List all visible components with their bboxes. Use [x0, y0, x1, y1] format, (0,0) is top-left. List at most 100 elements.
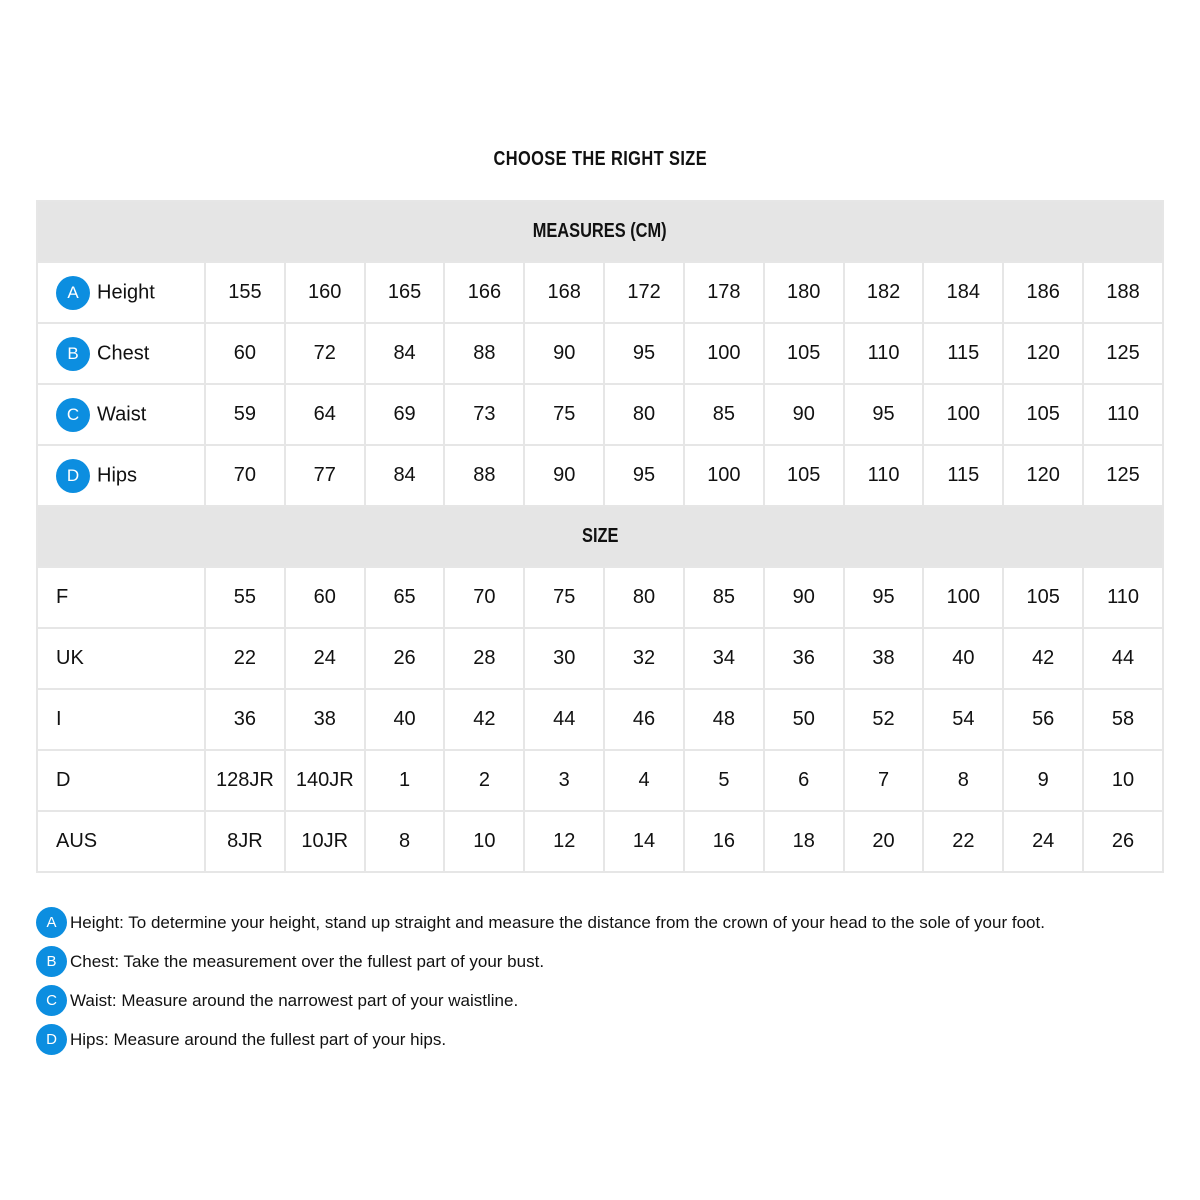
- table-cell: 70: [204, 444, 286, 507]
- row-label-text: Waist: [97, 403, 147, 425]
- note-item: B Chest: Take the measurement over the fu…: [36, 946, 1045, 985]
- row-label-text: Height: [97, 281, 155, 303]
- letter-badge-icon: A: [56, 275, 90, 310]
- table-cell: 90: [523, 322, 606, 385]
- table-cell: 48: [682, 688, 765, 751]
- table-cell: 100: [922, 383, 1005, 446]
- table-cell: 7: [842, 749, 925, 812]
- table-cell: 85: [682, 566, 765, 629]
- letter-badge-icon: C: [56, 397, 90, 432]
- table-cell: 100: [682, 322, 765, 385]
- table-cell: 14: [603, 810, 685, 873]
- table-row: D 128JR 140JR 1 2 3 4 5 6 7 8 9 10: [36, 749, 1164, 812]
- table-row: I 36 38 40 42 44 46 48 50 52 54 56 58: [36, 688, 1164, 751]
- table-row: D Hips 70 77 84 88 90 95 100 105 110 115 120 125: [36, 444, 1164, 507]
- table-cell: 8JR: [204, 810, 286, 873]
- row-label-text: F: [56, 586, 69, 609]
- table-cell: 5: [682, 749, 765, 812]
- table-cell: 105: [762, 444, 845, 507]
- note-text: Hips: Measure around the fullest part of…: [70, 1030, 447, 1049]
- table-cell: 54: [922, 688, 1005, 751]
- table-row: F 55 60 65 70 75 80 85 90 95 100 105 110: [36, 566, 1164, 629]
- table-cell: 60: [204, 322, 286, 385]
- row-label-text: D: [56, 769, 71, 792]
- table-row: A Height 155 160 165 166 168 172 178 180 182 184 186…: [36, 261, 1164, 324]
- table-row: AUS 8JR 10JR 8 10 12 14 16 18 20 22 24 26: [36, 810, 1164, 873]
- table-cell: 55: [204, 566, 286, 629]
- table-cell: 64: [283, 383, 366, 446]
- table-cell: 16: [682, 810, 765, 873]
- table-cell: 50: [762, 688, 845, 751]
- table-cell: 10JR: [283, 810, 366, 873]
- table-cell: 10: [443, 810, 526, 873]
- table-cell: 42: [1002, 627, 1085, 690]
- table-cell: 2: [443, 749, 526, 812]
- size-chart-table: MEASURES (CM) A Height 155 160 165 166 168 172 17…: [36, 200, 1164, 873]
- table-cell: 95: [842, 566, 925, 629]
- table-cell: 9: [1002, 749, 1085, 812]
- table-cell: 84: [363, 444, 446, 507]
- letter-badge-icon: A: [36, 907, 67, 938]
- table-cell: 168: [523, 261, 606, 324]
- size-row: SIZE: [36, 505, 1164, 568]
- letter-badge-icon: B: [56, 336, 90, 371]
- row-label: A Height: [36, 261, 206, 324]
- table-cell: 52: [842, 688, 925, 751]
- table-cell: 3: [523, 749, 606, 812]
- table-cell: 36: [204, 688, 286, 751]
- table-cell: 77: [283, 444, 366, 507]
- letter-badge-icon: D: [36, 1024, 67, 1055]
- table-cell: 95: [603, 444, 685, 507]
- table-cell: 73: [443, 383, 526, 446]
- table-row: UK 22 24 26 28 30 32 34 36 38 40 42 44: [36, 627, 1164, 690]
- table-cell: 115: [922, 444, 1005, 507]
- table-cell: 120: [1002, 444, 1085, 507]
- table-cell: 46: [603, 688, 685, 751]
- table-cell: 59: [204, 383, 286, 446]
- table-cell: 44: [1082, 627, 1164, 690]
- note-text: Chest: Take the measurement over the ful…: [70, 952, 545, 971]
- table-row: C Waist 59 64 69 73 75 80 85 90 95 100 105 110: [36, 383, 1164, 446]
- table-cell: 160: [283, 261, 366, 324]
- size-heading-text: SIZE: [581, 525, 619, 547]
- table-cell: 180: [762, 261, 845, 324]
- row-label-text: UK: [56, 647, 84, 670]
- table-cell: 178: [682, 261, 765, 324]
- table-cell: 28: [443, 627, 526, 690]
- table-cell: 125: [1082, 444, 1164, 507]
- table-cell: 85: [682, 383, 765, 446]
- table-cell: 120: [1002, 322, 1085, 385]
- note-text: Waist: Measure around the narrowest part…: [70, 991, 519, 1010]
- table-cell: 42: [443, 688, 526, 751]
- table-cell: 32: [603, 627, 685, 690]
- measures-heading: MEASURES (CM): [36, 200, 1164, 263]
- table-cell: 12: [523, 810, 606, 873]
- table-cell: 110: [842, 444, 925, 507]
- table-cell: 40: [363, 688, 446, 751]
- note-item: C Waist: Measure around the narrowest par…: [36, 985, 1045, 1024]
- table-cell: 65: [363, 566, 446, 629]
- letter-badge-icon: C: [36, 985, 67, 1016]
- row-label-text: AUS: [56, 830, 98, 853]
- measures-heading-text: MEASURES (CM): [533, 220, 667, 242]
- table-cell: 69: [363, 383, 446, 446]
- table-cell: 100: [682, 444, 765, 507]
- table-cell: 100: [922, 566, 1005, 629]
- row-label: AUS: [36, 810, 206, 873]
- table-cell: 105: [1002, 383, 1085, 446]
- table-cell: 105: [1002, 566, 1085, 629]
- table-cell: 172: [603, 261, 685, 324]
- size-heading: SIZE: [36, 505, 1164, 568]
- table-cell: 22: [922, 810, 1005, 873]
- table-cell: 38: [283, 688, 366, 751]
- table-cell: 75: [523, 566, 606, 629]
- table-cell: 182: [842, 261, 925, 324]
- row-label-text: Chest: [97, 342, 150, 364]
- row-label: C Waist: [36, 383, 206, 446]
- table-cell: 40: [922, 627, 1005, 690]
- table-cell: 8: [922, 749, 1005, 812]
- table-cell: 10: [1082, 749, 1164, 812]
- note-item: A Height: To determine your height, stand…: [36, 907, 1045, 946]
- table-cell: 80: [603, 383, 685, 446]
- page-title: CHOOSE THE RIGHT SIZE: [0, 148, 1200, 171]
